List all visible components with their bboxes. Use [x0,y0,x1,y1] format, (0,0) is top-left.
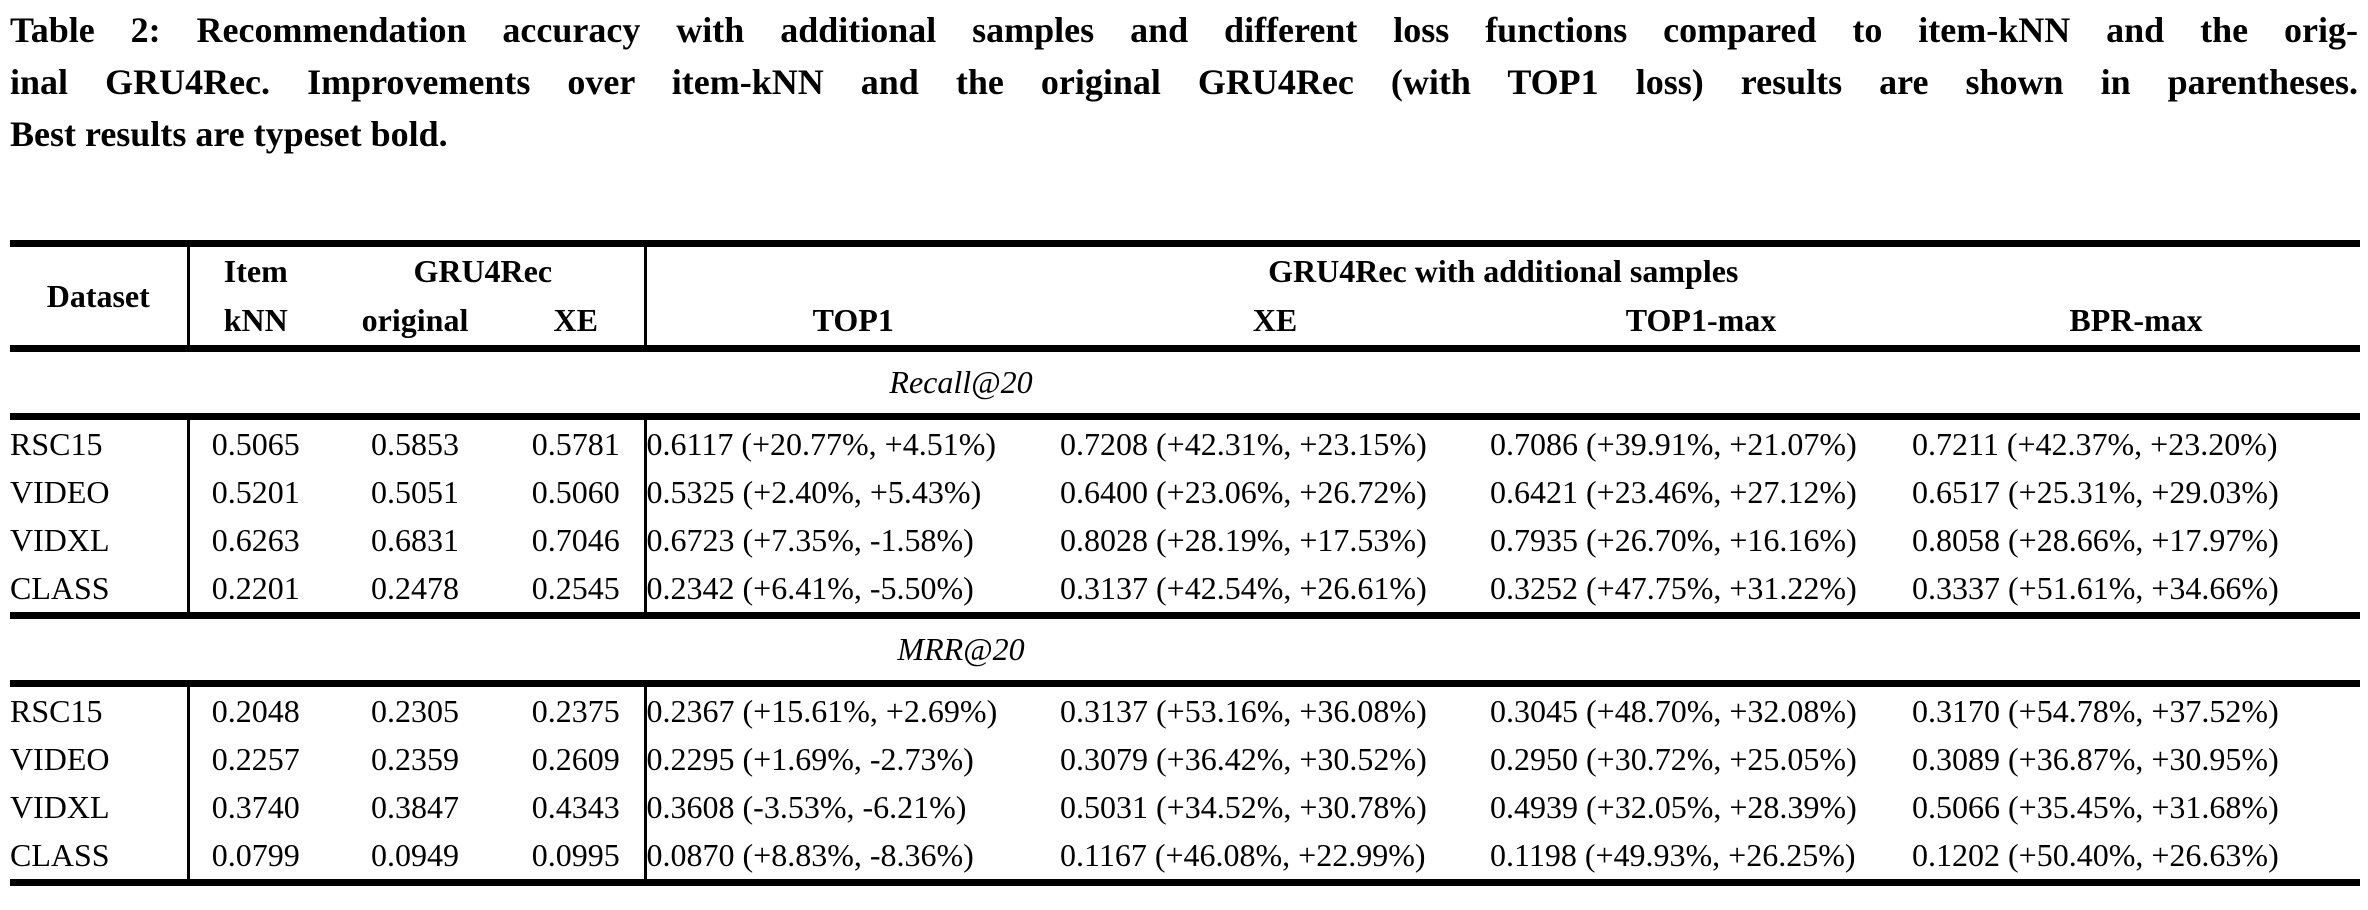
value-cell: 0.5853 [371,425,459,462]
value-cell: 0.2295 (+1.69%, -2.73%) [646,740,974,777]
row-label: CLASS [10,564,190,619]
value-cell: 0.6263 [211,521,300,558]
value-cell: 0.4939 (+32.05%, +28.39%) [1490,788,1857,825]
value-cell-best: 0.5066 (+35.45%, +31.68%) [1912,788,2279,825]
table-row: VIDXL 0.6263 0.6831 0.7046 0.6723 (+7.35… [10,516,2360,564]
section-filler [1912,615,2360,687]
value-cell: 0.2359 [371,740,459,777]
value-cell: 0.2375 [508,683,647,735]
value-cell-best: 0.6517 (+25.31%, +29.03%) [1912,473,2279,510]
row-label: VIDXL [10,516,190,564]
value-cell: 0.5051 [371,473,459,510]
header-original: original [322,296,508,352]
value-cell: 0.3137 (+42.54%, +26.61%) [1060,564,1490,619]
value-cell: 0.0995 [508,831,647,886]
value-cell: 0.2048 [211,692,300,729]
value-cell: 0.7046 [508,516,647,564]
value-cell-best: 0.7211 (+42.37%, +23.20%) [1912,425,2278,462]
value-cell: 0.2950 (+30.72%, +25.05%) [1490,740,1857,777]
value-cell: 0.3847 [371,788,459,825]
value-cell: 0.7208 (+42.31%, +23.15%) [1060,425,1427,462]
header-bpr-max: BPR-max [1912,296,2360,352]
value-cell: 0.2609 [508,735,647,783]
table-row: VIDXL 0.3740 0.3847 0.4343 0.3608 (-3.53… [10,783,2360,831]
value-cell: 0.0870 (+8.83%, -8.36%) [645,831,1060,886]
value-cell: 0.2305 [371,692,459,729]
value-cell: 0.0949 [322,831,508,886]
value-cell: 0.6117 (+20.77%, +4.51%) [646,425,997,462]
header-xe: XE [1060,296,1490,352]
value-cell: 0.1198 (+49.93%, +26.25%) [1490,831,1912,886]
value-cell: 0.2342 (+6.41%, -5.50%) [645,564,1060,619]
value-cell: 0.0799 [188,831,322,886]
value-cell: 0.5201 [211,473,300,510]
header-top1: TOP1 [645,296,1060,352]
value-cell-best: 0.3170 (+54.78%, +37.52%) [1912,692,2279,729]
table-row: VIDEO 0.5201 0.5051 0.5060 0.5325 (+2.40… [10,468,2360,516]
section-row-mrr: MRR@20 [10,615,2360,687]
value-cell-best: 0.3089 (+36.87%, +30.95%) [1912,740,2279,777]
value-cell: 0.5781 [508,416,647,468]
header-item: Item [188,240,322,296]
row-label: VIDEO [10,468,190,516]
value-cell: 0.2201 [188,564,322,619]
row-label: VIDEO [10,735,190,783]
header-gru-xe: XE [508,296,647,352]
value-cell: 0.3252 (+47.75%, +31.22%) [1490,564,1912,619]
value-cell: 0.8028 (+28.19%, +17.53%) [1060,521,1427,558]
value-cell: 0.3608 (-3.53%, -6.21%) [646,788,967,825]
table-row: VIDEO 0.2257 0.2359 0.2609 0.2295 (+1.69… [10,735,2360,783]
header-dataset: Dataset [10,240,190,352]
value-cell-best: 0.8058 (+28.66%, +17.97%) [1912,521,2279,558]
value-cell: 0.1167 (+46.08%, +22.99%) [1060,831,1490,886]
value-cell: 0.2367 (+15.61%, +2.69%) [646,692,998,729]
row-label: RSC15 [10,416,190,468]
header-gru4rec-group: GRU4Rec [322,240,647,296]
value-cell: 0.5325 (+2.40%, +5.43%) [646,473,982,510]
table-row: CLASS 0.0799 0.0949 0.0995 0.0870 (+8.83… [10,831,2360,886]
section-filler [1912,348,2360,420]
table-caption: Table 2: Recommendation accuracy with ad… [10,4,2358,160]
header-row-columns: kNN original XE TOP1 XE TOP1-max BPR-max [10,296,2360,352]
results-table: Dataset Item GRU4Rec GRU4Rec with additi… [10,240,2360,886]
value-cell: 0.2478 [322,564,508,619]
header-row-groups: Dataset Item GRU4Rec GRU4Rec with additi… [10,240,2360,352]
value-cell: 0.3137 (+53.16%, +36.08%) [1060,692,1427,729]
caption-line-1: Table 2: Recommendation accuracy with ad… [10,10,2358,50]
value-cell: 0.3079 (+36.42%, +30.52%) [1060,740,1427,777]
caption-line-3: Best results are typeset bold. [10,114,448,154]
value-cell: 0.6421 (+23.46%, +27.12%) [1490,473,1857,510]
value-cell: 0.3740 [211,788,300,825]
section-label-mrr: MRR@20 [10,615,1912,687]
row-label: CLASS [10,831,190,886]
value-cell: 0.7935 (+26.70%, +16.16%) [1490,521,1857,558]
value-cell: 0.6723 (+7.35%, -1.58%) [646,521,974,558]
table-row: CLASS 0.2201 0.2478 0.2545 0.2342 (+6.41… [10,564,2360,619]
section-label-recall: Recall@20 [10,348,1912,420]
value-cell: 0.6400 (+23.06%, +26.72%) [1060,473,1427,510]
value-cell: 0.3045 (+48.70%, +32.08%) [1490,692,1857,729]
value-cell: 0.5060 [508,468,647,516]
value-cell: 0.5065 [211,425,300,462]
value-cell: 0.2545 [508,564,647,619]
header-samples-group: GRU4Rec with additional samples [645,240,2360,296]
value-cell: 0.6831 [371,521,459,558]
value-cell: 0.2257 [211,740,300,777]
header-knn: kNN [188,296,322,352]
header-top1-max: TOP1-max [1490,296,1912,352]
table-row: RSC15 0.2048 0.2305 0.2375 0.2367 (+15.6… [10,683,2360,735]
value-cell-best: 0.3337 (+51.61%, +34.66%) [1912,564,2360,619]
value-cell: 0.7086 (+39.91%, +21.07%) [1490,425,1857,462]
caption-line-2: inal GRU4Rec. Improvements over item-kNN… [10,62,2358,102]
value-cell-best: 0.1202 (+50.40%, +26.63%) [1912,831,2360,886]
row-label: RSC15 [10,683,190,735]
table-row: RSC15 0.5065 0.5853 0.5781 0.6117 (+20.7… [10,416,2360,468]
value-cell: 0.4343 [508,783,647,831]
value-cell: 0.5031 (+34.52%, +30.78%) [1060,788,1427,825]
row-label: VIDXL [10,783,190,831]
section-row-recall: Recall@20 [10,348,2360,420]
